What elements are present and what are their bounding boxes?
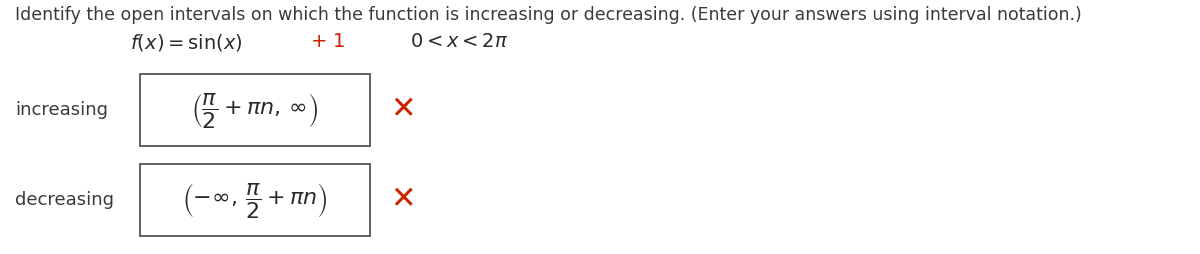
Text: decreasing: decreasing <box>14 191 114 209</box>
FancyBboxPatch shape <box>140 74 370 146</box>
Text: $\mathit{f}(\mathit{x}) = \sin(\mathit{x})$: $\mathit{f}(\mathit{x}) = \sin(\mathit{x… <box>130 32 242 53</box>
Text: ✕: ✕ <box>390 185 415 214</box>
FancyBboxPatch shape <box>140 164 370 236</box>
Text: $\left(\dfrac{\pi}{2} + \pi n,\,\infty\right)$: $\left(\dfrac{\pi}{2} + \pi n,\,\infty\r… <box>192 90 318 130</box>
Text: ✕: ✕ <box>390 96 415 124</box>
Text: $+\ 1$: $+\ 1$ <box>310 32 346 51</box>
Text: increasing: increasing <box>14 101 108 119</box>
Text: $0 < \mathit{x} < 2\pi$: $0 < \mathit{x} < 2\pi$ <box>410 32 509 51</box>
Text: $\left(-\infty,\,\dfrac{\pi}{2} + \pi n\right)$: $\left(-\infty,\,\dfrac{\pi}{2} + \pi n\… <box>182 181 328 219</box>
Text: Identify the open intervals on which the function is increasing or decreasing. (: Identify the open intervals on which the… <box>14 6 1081 24</box>
